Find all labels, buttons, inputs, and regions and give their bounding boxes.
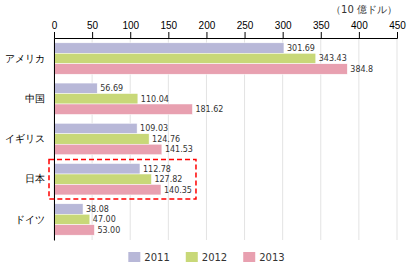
x-tick: 150: [160, 20, 177, 38]
axis-domain: [55, 32, 398, 39]
x-tick: 300: [275, 20, 292, 38]
grid-line: [397, 38, 398, 240]
y-tick-label: 日本: [25, 173, 45, 184]
bar: [54, 204, 83, 214]
y-tick-label: 中国: [25, 93, 45, 104]
y-tick-label: ドイツ: [15, 214, 45, 225]
data-label: 141.53: [165, 145, 193, 154]
legend-swatch: [243, 252, 255, 262]
data-label: 110.04: [141, 95, 169, 104]
x-tick-mark: [397, 32, 398, 38]
legend-item: 2011: [128, 252, 169, 263]
legend: 2011 2012 2013: [128, 252, 284, 263]
legend-swatch: [128, 252, 140, 262]
data-label: 124.76: [152, 135, 180, 144]
x-tick-mark: [168, 32, 169, 38]
highlight-box: [49, 160, 196, 199]
x-tick-label: 0: [52, 20, 58, 31]
legend-label: 2013: [259, 252, 284, 263]
data-label: 301.69: [287, 44, 315, 53]
bar: [54, 64, 347, 74]
legend-label: 2011: [144, 252, 169, 263]
x-tick: 400: [351, 20, 368, 38]
bar: [54, 134, 149, 144]
x-tick-mark: [245, 32, 246, 38]
data-label: 53.00: [97, 226, 120, 235]
grid-line: [54, 38, 55, 240]
data-label: 112.78: [143, 165, 171, 174]
bar: [54, 214, 90, 224]
data-label: 38.08: [86, 205, 109, 214]
legend-item: 2013: [243, 252, 284, 263]
x-tick: 200: [199, 20, 216, 38]
data-label: 127.82: [154, 175, 182, 184]
bar: [54, 174, 151, 184]
x-tick-label: 200: [199, 20, 216, 31]
bar: [54, 123, 137, 133]
x-tick: 250: [237, 20, 254, 38]
bar: [54, 94, 138, 104]
data-label: 181.62: [195, 105, 223, 114]
x-tick-mark: [321, 32, 322, 38]
y-tick: ドイツ: [15, 214, 54, 225]
x-tick-label: 400: [351, 20, 368, 31]
bar: [54, 104, 192, 114]
x-tick: 350: [313, 20, 330, 38]
x-tick-mark: [206, 32, 207, 38]
legend-swatch: [186, 252, 198, 262]
chart: 0 50 100 150 200 250 300 350 400 450 アメリカ中国イギリス日本ド…: [0, 0, 413, 270]
bar: [54, 164, 140, 174]
data-label: 343.43: [319, 54, 347, 63]
bar: [54, 144, 162, 154]
data-label: 56.69: [100, 84, 123, 93]
x-tick: 100: [122, 20, 139, 38]
x-tick-label: 350: [313, 20, 330, 31]
x-tick-mark: [359, 32, 360, 38]
x-tick: 50: [87, 20, 99, 38]
y-axis: アメリカ中国イギリス日本ドイツ: [5, 39, 55, 241]
x-tick-label: 50: [87, 20, 99, 31]
axis-domain: [54, 39, 55, 241]
y-tick: イギリス: [5, 133, 54, 144]
x-tick-label: 150: [160, 20, 177, 31]
data-label: 384.8: [350, 65, 373, 74]
data-label: 140.35: [164, 186, 192, 195]
x-tick-mark: [92, 32, 93, 38]
x-tick-label: 250: [237, 20, 254, 31]
bar: [54, 53, 316, 63]
plot: 0 50 100 150 200 250 300 350 400 450 アメリカ中国イギリス日本ド…: [5, 4, 406, 241]
x-tick-mark: [54, 32, 55, 38]
data-labels: 301.69 56.69 109.03 112.78 38.08 343.43 110.04…: [86, 44, 373, 235]
bar: [54, 83, 97, 93]
data-label: 109.03: [140, 124, 168, 133]
y-tick: 中国: [25, 93, 54, 104]
bar: [54, 225, 94, 235]
x-tick-label: 300: [275, 20, 292, 31]
x-tick-label: 450: [389, 20, 406, 31]
legend-item: 2012: [186, 252, 227, 263]
legend-label: 2012: [202, 252, 227, 263]
y-tick-label: アメリカ: [5, 53, 45, 64]
data-label: 47.00: [93, 215, 116, 224]
grid: [54, 38, 397, 240]
bars: [54, 43, 347, 235]
x-tick: 450: [389, 20, 406, 38]
axis-label: （10 億ドル）: [331, 4, 397, 15]
y-tick-label: イギリス: [5, 133, 45, 144]
y-tick: アメリカ: [5, 53, 54, 64]
x-axis: 0 50 100 150 200 250 300 350 400 450: [52, 20, 407, 39]
bar: [54, 43, 284, 53]
x-tick-mark: [283, 32, 284, 38]
x-tick-label: 100: [122, 20, 139, 31]
x-tick-mark: [130, 32, 131, 38]
x-tick: 0: [52, 20, 58, 38]
bar: [54, 184, 161, 194]
